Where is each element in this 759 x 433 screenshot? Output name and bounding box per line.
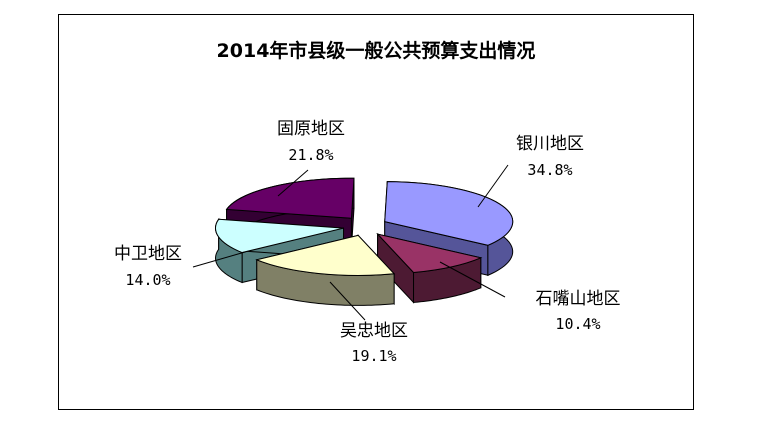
slice-label-value-2: 19.1% bbox=[351, 347, 396, 365]
leader-line-4 bbox=[277, 169, 309, 197]
slice-label-name-0: 银川地区 bbox=[516, 134, 584, 154]
slice-label-name-2: 吴忠地区 bbox=[340, 321, 408, 341]
pie-slice-top-3 bbox=[215, 218, 344, 254]
leader-line-2 bbox=[329, 281, 366, 321]
pie-slice-top-0 bbox=[384, 181, 514, 246]
leader-line-0 bbox=[477, 164, 509, 208]
pie-labels: 银川地区 34.8% 石嘴山地区 10.4% 吴忠地区 19.1% 中卫地区 14.0% 固原地… bbox=[114, 119, 621, 365]
pie-slice-top-2 bbox=[255, 234, 396, 276]
chart-title: 2014年市县级一般公共预算支出情况 bbox=[217, 39, 536, 62]
chart-frame bbox=[58, 14, 694, 410]
slice-label-name-3: 中卫地区 bbox=[114, 244, 182, 264]
slice-label-value-3: 14.0% bbox=[125, 271, 170, 289]
slice-label-name-1: 石嘴山地区 bbox=[536, 289, 621, 309]
pie-slice-1 bbox=[376, 232, 483, 304]
pie-slice-top-1 bbox=[376, 233, 483, 274]
pie-slices bbox=[215, 177, 514, 306]
pie-slice-top-4 bbox=[225, 177, 355, 219]
slice-label-value-0: 34.8% bbox=[527, 161, 572, 179]
pie-slice-2 bbox=[255, 234, 396, 306]
leader-line-1 bbox=[439, 261, 506, 298]
leader-line-3 bbox=[192, 251, 246, 268]
slice-label-value-4: 21.8% bbox=[288, 146, 333, 164]
slice-label-name-4: 固原地区 bbox=[277, 119, 345, 139]
slice-label-value-1: 10.4% bbox=[555, 315, 600, 333]
